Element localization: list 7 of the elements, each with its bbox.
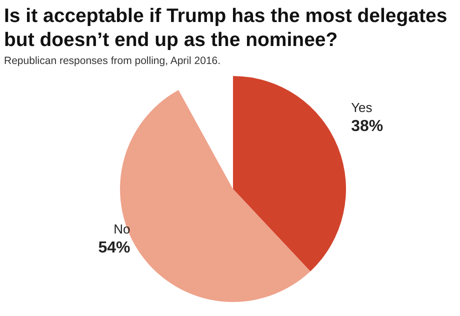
slice-label: Yes	[351, 100, 373, 116]
chart-subtitle: Republican responses from polling, April 2016.	[4, 55, 222, 67]
data-label: 54%	[98, 240, 130, 257]
pie-slice	[233, 76, 346, 272]
data-label: 38%	[351, 118, 384, 136]
chart-title: Is it acceptable if Trump has the most delegates but doesn’t end up as the nominee?	[4, 4, 448, 52]
slice-label: No	[114, 222, 130, 237]
